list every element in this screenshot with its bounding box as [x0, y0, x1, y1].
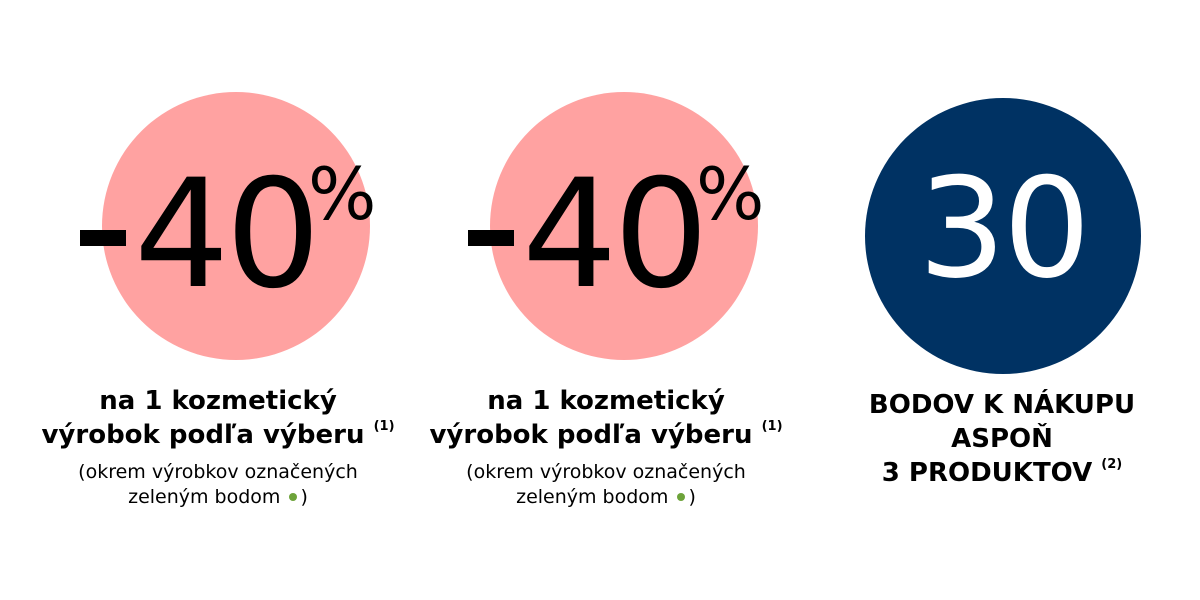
footnote-ref: (1): [373, 419, 395, 434]
caption-line-3-text: 3 PRODUKTOV: [881, 458, 1093, 488]
offer-discount-2: 40 % na 1 kozmetický výrobok podľa výber…: [388, 0, 788, 600]
discount-value: 40: [134, 148, 321, 322]
caption-line-2-text: výrobok podľa výberu: [41, 420, 365, 450]
minus-sign: [80, 230, 126, 246]
green-dot-icon: [289, 493, 298, 501]
caption-line-1: BODOV K NÁKUPU: [868, 390, 1136, 420]
caption-line-1: na 1 kozmetický: [99, 386, 337, 416]
caption-line-1: na 1 kozmetický: [487, 386, 725, 416]
caption-line-2: výrobok podľa výberu (1): [36, 418, 400, 457]
percent-sign: %: [696, 152, 765, 236]
points-circle: [865, 98, 1141, 374]
offer-caption: na 1 kozmetický výrobok podľa výberu (1)…: [424, 384, 788, 510]
exclusion-note-line-1: (okrem výrobkov označených: [78, 461, 358, 483]
exclusion-note-close: ): [300, 486, 308, 508]
percent-sign: %: [308, 152, 377, 236]
exclusion-note-line-2: zeleným bodom ): [424, 485, 788, 510]
points-caption: BODOV K NÁKUPU ASPOŇ 3 PRODUKTOV (2): [800, 388, 1200, 495]
exclusion-note-line-1: (okrem výrobkov označených: [466, 461, 746, 483]
offer-points: 30 BODOV K NÁKUPU ASPOŇ 3 PRODUKTOV (2): [800, 0, 1200, 600]
caption-line-3: 3 PRODUKTOV (2): [800, 456, 1200, 495]
caption-line-2: výrobok podľa výberu (1): [424, 418, 788, 457]
green-dot-icon: [677, 493, 686, 501]
offer-caption: na 1 kozmetický výrobok podľa výberu (1)…: [36, 384, 400, 510]
exclusion-note-text: zeleným bodom: [128, 486, 281, 508]
footnote-ref: (1): [761, 419, 783, 434]
exclusion-note-text: zeleným bodom: [516, 486, 669, 508]
footnote-ref: (2): [1101, 457, 1123, 472]
minus-sign: [468, 230, 514, 246]
discount-circle: [102, 92, 370, 360]
discount-circle: [490, 92, 758, 360]
discount-value: 40: [522, 148, 709, 322]
caption-line-2-text: výrobok podľa výberu: [429, 420, 753, 450]
exclusion-note-line-2: zeleným bodom ): [36, 485, 400, 510]
points-value: 30: [918, 148, 1091, 309]
offer-discount-1: 40 % na 1 kozmetický výrobok podľa výber…: [0, 0, 400, 600]
exclusion-note-close: ): [688, 486, 696, 508]
caption-line-2: ASPOŇ: [951, 424, 1053, 454]
